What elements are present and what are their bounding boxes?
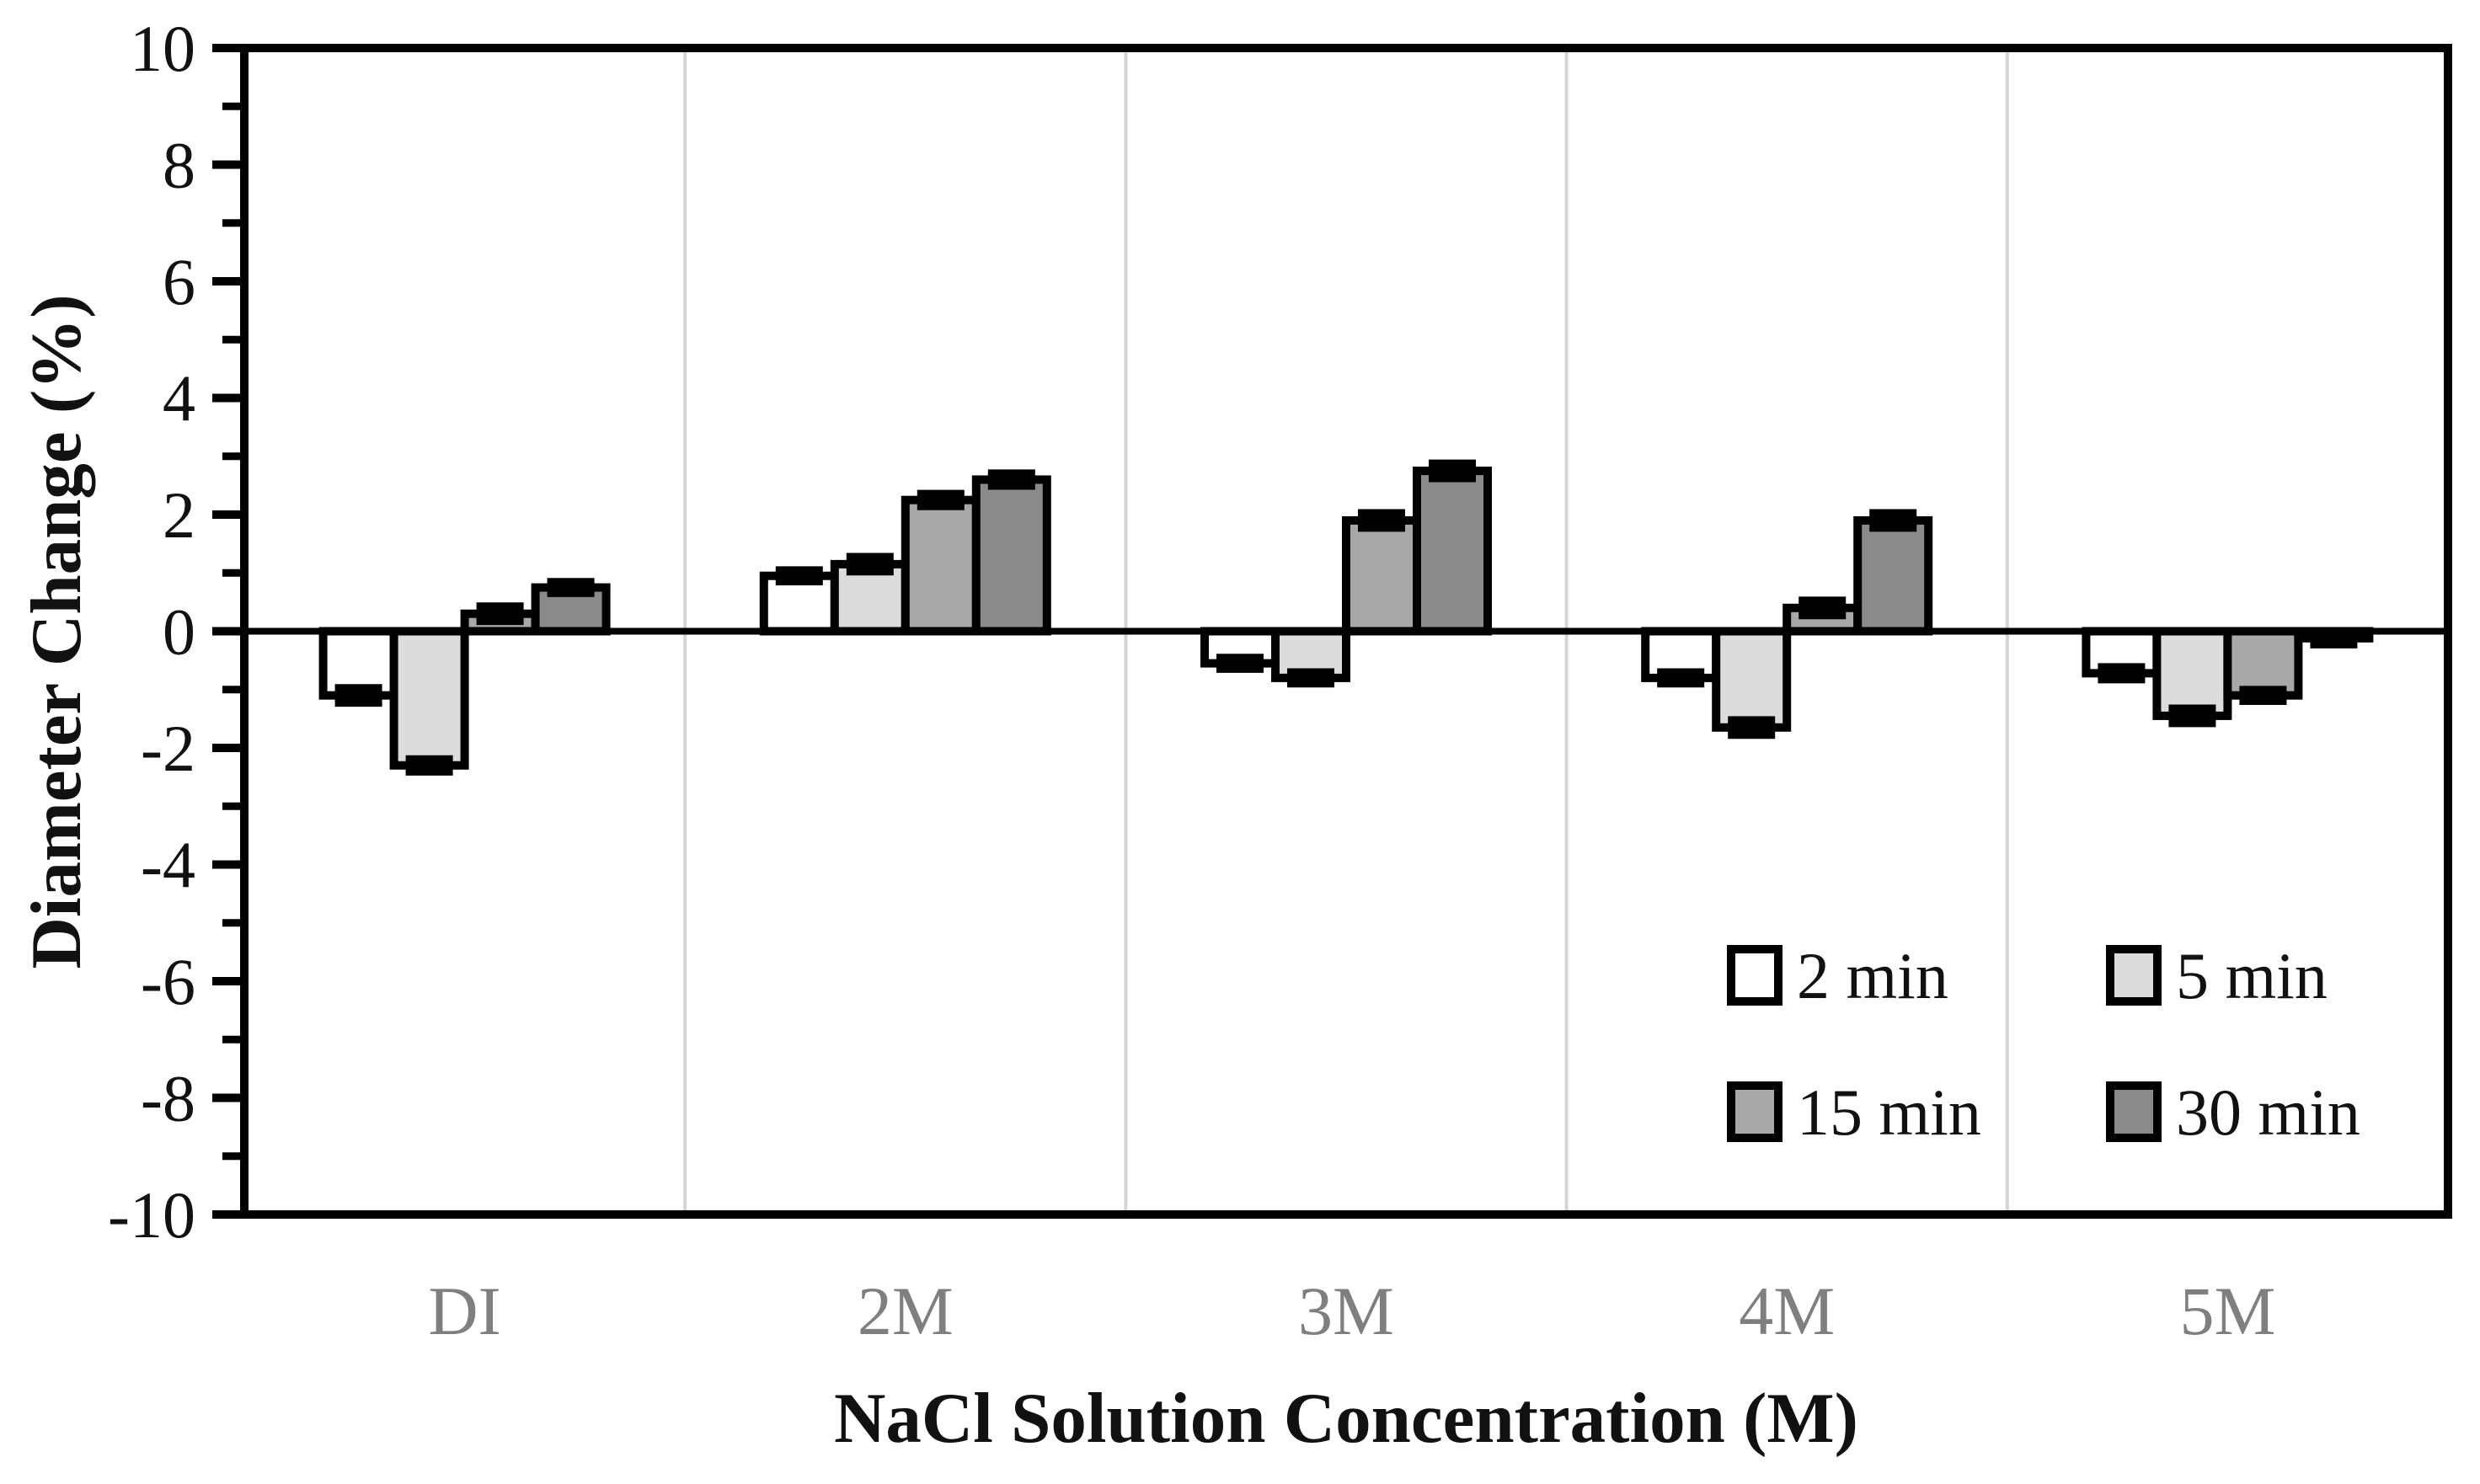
- category-label-DI: DI: [428, 1273, 501, 1349]
- legend-label-30min: 30 min: [2176, 1076, 2360, 1149]
- error-bar-layer: [334, 459, 2358, 776]
- legend-swatch-15min: [1727, 1081, 1782, 1142]
- y-axis-title: Diameter Change (%): [17, 294, 96, 969]
- legend: 2 min 5 min 15 min 30 min: [1727, 939, 2360, 1149]
- legend-label-15min: 15 min: [1797, 1076, 1981, 1149]
- legend-swatch-5min: [2106, 945, 2162, 1006]
- category-label-layer: DI 2M 3M 4M 5M: [428, 1273, 2275, 1349]
- category-label-5M: 5M: [2179, 1273, 2275, 1349]
- bar-30min-2M: [971, 475, 1051, 636]
- bar-5min-DI: [389, 627, 469, 770]
- category-label-2M: 2M: [858, 1273, 954, 1349]
- y-tick-label: 8: [163, 129, 195, 202]
- y-tick-label: -2: [141, 712, 195, 785]
- bar-5min-5M: [2152, 627, 2232, 720]
- legend-label-2min: 2 min: [1797, 939, 1948, 1012]
- x-axis-title: NaCl Solution Concentration (M): [834, 1379, 1858, 1458]
- tick-label-layer: -10 -8 -6 -4 -2 0 2 4 6 8 10: [108, 12, 195, 1252]
- bar-15min-2M: [901, 495, 981, 636]
- y-tick-label: -8: [141, 1062, 195, 1135]
- category-label-4M: 4M: [1739, 1273, 1835, 1349]
- y-tick-label: 2: [163, 478, 195, 552]
- legend-label-5min: 5 min: [2176, 939, 2328, 1012]
- category-label-3M: 3M: [1298, 1273, 1394, 1349]
- y-tick-label: 10: [130, 12, 195, 85]
- legend-swatch-30min: [2106, 1081, 2162, 1142]
- bar-30min-4M: [1853, 515, 1933, 636]
- y-tick-label: -4: [141, 829, 195, 902]
- bar-15min-3M: [1342, 515, 1421, 636]
- bar-5min-4M: [1712, 627, 1792, 732]
- legend-swatch-2min: [1727, 945, 1782, 1006]
- y-tick-label: -6: [141, 945, 195, 1018]
- y-tick-label: 0: [163, 595, 195, 669]
- tick-layer: [212, 44, 244, 1219]
- bar-15min-5M: [2223, 627, 2303, 700]
- y-tick-label: 4: [163, 362, 195, 435]
- y-tick-label: -10: [108, 1178, 195, 1252]
- bar-layer: [318, 467, 2374, 770]
- bar-30min-3M: [1413, 467, 1492, 636]
- y-tick-label: 6: [163, 245, 195, 318]
